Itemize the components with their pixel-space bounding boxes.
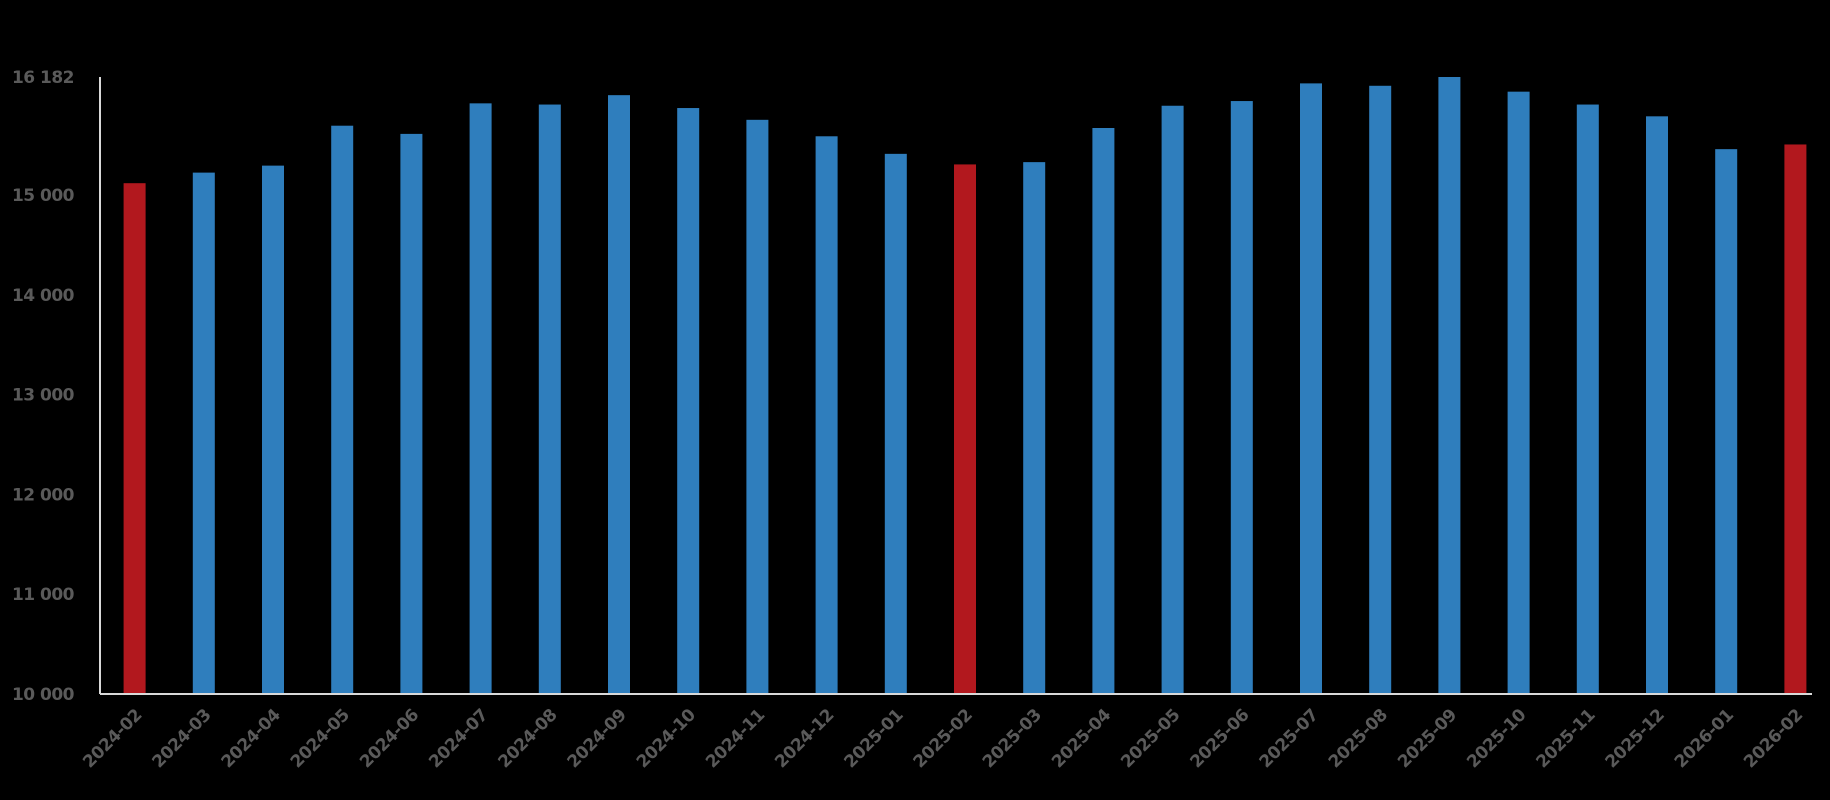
bar-2025-01 (884, 153, 907, 695)
x-tick-label: 2025-02 (910, 705, 977, 772)
y-tick-label: 12 000 (12, 485, 75, 505)
x-tick-label: 2025-04 (1048, 705, 1115, 772)
x-tick-label: 2025-12 (1602, 705, 1669, 772)
bar-2024-07 (469, 103, 492, 694)
y-tick-label: 16 182 (12, 68, 74, 88)
x-axis-ticks: 2024-02 2024-03 2024-04 2024-05 2024-06 2024-… (79, 705, 1807, 772)
x-tick-label: 2025-11 (1532, 705, 1599, 772)
x-tick-label: 2024-02 (79, 705, 146, 772)
bar-2025-06 (1230, 101, 1253, 694)
x-tick-label: 2026-02 (1740, 705, 1807, 772)
x-tick-label: 2025-05 (1117, 705, 1184, 772)
bar-2024-03 (192, 172, 215, 695)
x-tick-label: 2024-08 (494, 705, 561, 772)
x-tick-label: 2025-01 (840, 705, 907, 772)
bar-2025-12 (1646, 116, 1668, 695)
x-tick-label: 2025-07 (1256, 705, 1323, 772)
bar-2024-10 (677, 108, 700, 695)
y-tick-label: 14 000 (12, 286, 75, 306)
bar-2025-07 (1300, 83, 1322, 694)
x-tick-label: 2024-07 (425, 705, 492, 772)
x-tick-label: 2024-03 (148, 705, 215, 772)
x-tick-label: 2025-08 (1325, 705, 1392, 772)
x-tick-label: 2024-11 (702, 705, 769, 772)
x-tick-label: 2025-09 (1394, 705, 1461, 772)
x-tick-label: 2024-05 (287, 705, 354, 772)
x-tick-label: 2025-06 (1186, 705, 1253, 772)
bar-2025-09 (1438, 77, 1461, 694)
x-tick-label: 2024-04 (218, 705, 285, 772)
x-tick-label: 2024-06 (356, 705, 423, 772)
bar-2026-02 (1784, 144, 1807, 695)
bar-2026-01 (1715, 149, 1738, 694)
y-tick-label: 10 000 (12, 685, 75, 705)
bar-2024-12 (815, 136, 838, 695)
y-tick-label: 11 000 (12, 585, 75, 605)
bar-2025-08 (1369, 85, 1392, 695)
bar-2025-11 (1576, 104, 1599, 694)
bar-2025-03 (1023, 162, 1046, 695)
bar-2024-11 (746, 119, 769, 695)
bar-2024-06 (400, 133, 423, 695)
bar-2025-10 (1507, 91, 1530, 695)
x-tick-label: 2025-10 (1463, 705, 1530, 772)
y-axis-ticks: 10 000 11 000 12 000 13 000 14 000 15 000 16 1… (12, 68, 75, 705)
bars (123, 77, 1807, 695)
x-tick-label: 2026-01 (1671, 705, 1738, 772)
x-tick-label: 2024-09 (564, 705, 631, 772)
bar-2024-02 (123, 183, 146, 694)
bar-2024-05 (331, 125, 354, 695)
bar-2024-08 (538, 104, 561, 694)
bar-2025-04 (1092, 128, 1115, 695)
y-tick-label: 15 000 (12, 186, 75, 206)
x-tick-label: 2024-10 (633, 705, 700, 772)
x-tick-label: 2025-03 (979, 705, 1046, 772)
bar-2025-02 (954, 164, 976, 695)
bar-2024-09 (608, 95, 630, 694)
y-tick-label: 13 000 (12, 386, 75, 406)
x-tick-label: 2024-12 (771, 705, 838, 772)
bar-2024-04 (262, 165, 284, 694)
bar-2025-05 (1161, 105, 1184, 695)
